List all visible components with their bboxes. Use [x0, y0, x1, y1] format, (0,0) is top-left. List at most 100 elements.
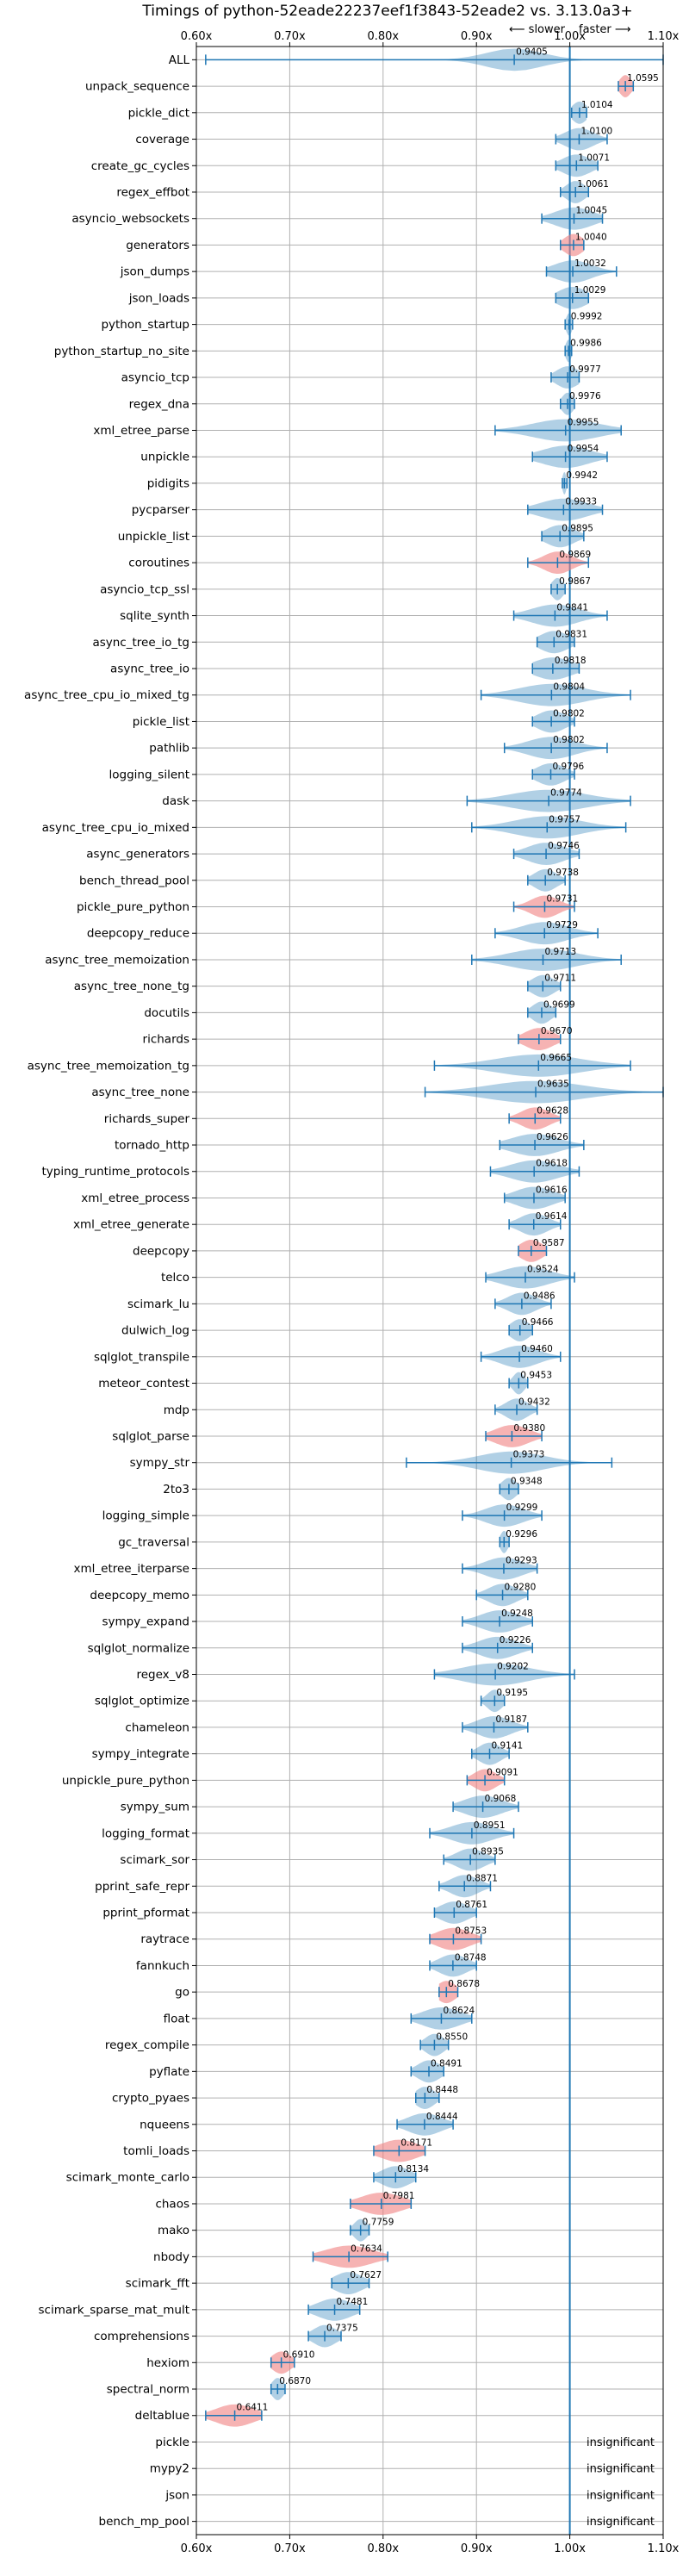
- value-label: 0.9713: [544, 947, 576, 957]
- benchmark-label: sqlglot_transpile: [94, 1350, 189, 1364]
- benchmark-label: python_startup: [101, 318, 189, 332]
- chart-title: Timings of python-52eade22237eef1f3843-5…: [141, 3, 632, 20]
- value-label: 0.7981: [383, 2191, 415, 2201]
- benchmark-label: xml_etree_iterparse: [74, 1562, 190, 1576]
- benchmark-label: go: [175, 1986, 189, 2000]
- benchmark-label: chaos: [155, 2197, 189, 2211]
- value-label: 0.9248: [501, 1608, 533, 1619]
- value-label: 0.8678: [448, 1979, 480, 1989]
- benchmark-label: mdp: [164, 1403, 189, 1417]
- benchmark-label: docutils: [144, 1006, 189, 1020]
- value-label: 1.0100: [580, 127, 612, 137]
- benchmark-label: meteor_contest: [98, 1377, 189, 1391]
- value-label: 0.9746: [548, 841, 580, 851]
- benchmark-label: float: [164, 2012, 189, 2025]
- benchmark-label: ALL: [169, 53, 190, 67]
- value-label: 0.9986: [570, 338, 602, 348]
- benchmark-label: asyncio_tcp_ssl: [100, 582, 189, 596]
- value-label: 0.9955: [568, 417, 599, 427]
- benchmark-label: sqlglot_parse: [112, 1429, 189, 1443]
- value-label: 0.7627: [350, 2270, 382, 2280]
- x-tick-label-bottom: 0.90x: [461, 2542, 493, 2555]
- value-label: 0.9380: [513, 1423, 545, 1434]
- benchmark-label: sympy_str: [130, 1456, 190, 1470]
- x-tick-label-top: 0.90x: [461, 30, 493, 43]
- value-label: 0.8491: [431, 2058, 462, 2069]
- benchmark-label: unpickle: [140, 451, 189, 464]
- benchmark-label: pidigits: [147, 476, 189, 490]
- x-tick-label-bottom: 0.60x: [181, 2542, 213, 2555]
- benchmark-label: async_tree_memoization_tg: [28, 1059, 189, 1073]
- benchmark-label: gc_traversal: [118, 1535, 189, 1549]
- benchmark-label: asyncio_tcp: [121, 371, 189, 385]
- benchmark-label: unpickle_pure_python: [62, 1774, 189, 1788]
- benchmark-label: nqueens: [140, 2118, 189, 2131]
- benchmark-label: dask: [162, 794, 189, 808]
- value-label: 0.8748: [455, 1952, 487, 1963]
- x-tick-label-top: 1.00x: [554, 30, 586, 43]
- value-label: 0.9665: [540, 1053, 572, 1063]
- benchmark-label: telco: [161, 1271, 189, 1285]
- benchmark-label: pickle_dict: [128, 106, 189, 120]
- benchmark-label: xml_etree_process: [81, 1192, 189, 1205]
- plot-frame: [196, 46, 664, 2536]
- value-label: 0.9524: [527, 1265, 559, 1275]
- benchmark-label: chameleon: [125, 1720, 189, 1734]
- value-label: 0.7375: [326, 2324, 358, 2334]
- benchmark-label: unpickle_list: [118, 530, 189, 544]
- benchmark-label: tomli_loads: [123, 2144, 189, 2158]
- benchmark-label: logging_simple: [102, 1509, 189, 1523]
- benchmark-label: fannkuch: [136, 1959, 189, 1973]
- value-label: 0.9954: [568, 444, 599, 454]
- value-label: 0.9729: [546, 920, 578, 930]
- x-tick-label-top: 0.70x: [274, 30, 306, 43]
- benchmark-label: json: [164, 2488, 189, 2502]
- category-labels: 0.60x 0.60x 0.70x 0.70x 0.80x 0.80x 0.90x 0.90x…: [24, 30, 680, 2555]
- benchmark-label: pathlib: [149, 742, 189, 756]
- benchmark-label: pickle_list: [133, 715, 189, 729]
- value-label: 1.0104: [581, 100, 613, 110]
- benchmark-label: bench_thread_pool: [79, 874, 189, 887]
- benchmark-label: pycparser: [132, 503, 190, 517]
- benchmark-label: async_tree_io: [110, 663, 189, 676]
- benchmark-label: pickle: [155, 2436, 189, 2449]
- benchmark-label: logging_format: [102, 1826, 189, 1840]
- value-label: 0.8871: [466, 1873, 498, 1883]
- benchmark-label: regex_v8: [136, 1668, 189, 1682]
- value-label: 0.9299: [506, 1503, 538, 1513]
- benchmark-label: 2to3: [163, 1483, 189, 1496]
- x-tick-label-bottom: 0.80x: [367, 2542, 399, 2555]
- value-label: 0.6411: [237, 2403, 269, 2413]
- value-label: 0.9841: [556, 603, 588, 613]
- benchmark-label: mako: [158, 2224, 189, 2237]
- benchmark-label: pyflate: [149, 2065, 189, 2079]
- value-label: 0.8753: [455, 1926, 487, 1937]
- x-tick-label-top: 0.80x: [367, 30, 399, 43]
- value-label: 0.8134: [397, 2164, 429, 2175]
- value-label: 1.0029: [574, 285, 606, 296]
- value-label: 0.9895: [562, 523, 593, 533]
- benchmark-label: typing_runtime_protocols: [42, 1165, 190, 1179]
- value-label: 0.9091: [487, 1767, 518, 1777]
- benchmark-label: coverage: [135, 133, 189, 146]
- value-label: 0.9869: [559, 550, 591, 560]
- faster-annotation: faster ⟶: [579, 23, 631, 36]
- value-label: 0.7759: [363, 2218, 394, 2228]
- benchmark-label: raytrace: [140, 1932, 189, 1946]
- benchmark-label: pprint_pformat: [102, 1907, 189, 1920]
- value-label: 0.9293: [506, 1556, 537, 1566]
- x-tick-label-top: 1.10x: [648, 30, 680, 43]
- insignificant-label: insignificant: [587, 2463, 655, 2476]
- value-label: 0.9616: [536, 1185, 568, 1195]
- benchmark-label: sympy_integrate: [92, 1747, 189, 1761]
- value-label: 0.9280: [505, 1582, 537, 1592]
- benchmark-label: async_tree_none: [91, 1086, 189, 1099]
- value-label: 0.9757: [549, 814, 580, 824]
- benchmark-label: comprehensions: [94, 2330, 189, 2343]
- benchmark-label: deepcopy_reduce: [87, 927, 189, 941]
- value-label: 0.9699: [543, 999, 575, 1010]
- value-label: 1.0061: [577, 179, 609, 190]
- value-label: 0.9460: [521, 1344, 553, 1354]
- value-label: 0.9738: [547, 868, 579, 878]
- benchmark-label: generators: [126, 239, 189, 252]
